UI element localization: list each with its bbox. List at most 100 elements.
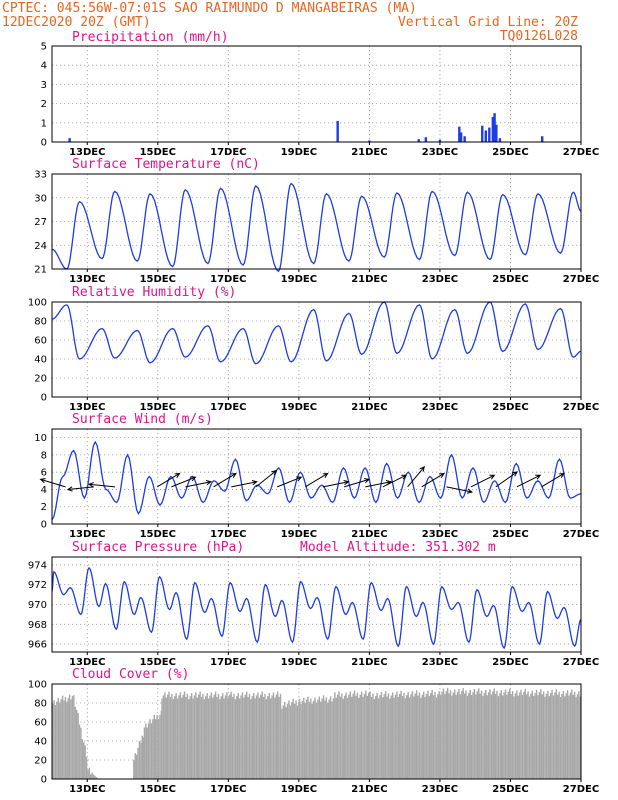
cloud-bar: [437, 694, 439, 779]
x-tick-label: 23DEC: [422, 147, 458, 158]
cloud-bar: [369, 691, 371, 779]
cloud-bar: [224, 695, 227, 779]
cloud-bar: [261, 691, 263, 779]
cloud-bar: [431, 689, 433, 779]
cloud-bar: [444, 693, 446, 779]
rh-title: Relative Humidity (%): [72, 285, 236, 300]
cloud-bar: [552, 695, 555, 779]
cloud-bar: [486, 695, 488, 779]
header-date: 12DEC2020 20Z (GMT): [2, 15, 151, 30]
x-tick-label: 23DEC: [422, 657, 458, 668]
precip-title: Precipitation (mm/h): [72, 30, 229, 45]
cloud-bar: [175, 693, 177, 779]
cloud-bar: [250, 699, 252, 779]
cloud-bar: [275, 694, 278, 779]
precip-bar: [417, 139, 420, 142]
precip-bar: [498, 138, 502, 142]
y-tick-label: 974: [28, 560, 47, 571]
x-tick-label: 17DEC: [210, 402, 246, 413]
x-tick-label: 25DEC: [492, 657, 528, 668]
cloud-bar: [196, 697, 199, 779]
cloud-bar: [332, 698, 335, 779]
cloud-bar: [207, 698, 210, 779]
cloud-bar: [165, 697, 167, 779]
cloud-bar: [203, 699, 206, 779]
cloud-bar: [393, 697, 395, 779]
x-tick-label: 17DEC: [210, 529, 246, 540]
cloud-bar: [403, 692, 405, 779]
cloud-bar: [320, 701, 322, 779]
cloud-bar: [564, 696, 566, 779]
cloud-bar: [558, 691, 560, 779]
cloud-bar: [179, 692, 182, 779]
cloud-bar: [360, 691, 363, 779]
cloud-bar: [541, 694, 543, 779]
header-station: CPTEC: 045:56W-07:01S SAO RAIMUNDO D MAN…: [2, 1, 417, 16]
cloud-bar: [375, 696, 377, 779]
cloud-bar: [413, 696, 415, 779]
cloud-bar: [514, 693, 517, 779]
cloud-bar: [137, 747, 139, 779]
cloud-bar: [531, 690, 534, 779]
cloud-bar: [504, 689, 507, 779]
cloud-bar: [271, 695, 273, 779]
precip-bar: [424, 137, 428, 142]
cloud-bar: [571, 689, 573, 779]
x-tick-label: 19DEC: [281, 784, 317, 795]
y-tick-label: 100: [28, 680, 47, 691]
y-tick-label: 10: [34, 433, 47, 444]
y-tick-label: 3: [41, 80, 47, 91]
precip-bar: [541, 136, 544, 142]
wind-arrow: [343, 478, 371, 488]
x-tick-label: 13DEC: [69, 274, 105, 285]
cloud-bar: [206, 693, 208, 779]
cloud-bar: [555, 689, 558, 779]
cloud-bar: [387, 693, 390, 779]
wind-arrow: [382, 474, 408, 488]
y-tick-label: 966: [28, 640, 47, 651]
x-tick-label: 17DEC: [210, 274, 246, 285]
cloud-bar: [538, 692, 541, 779]
cloud-bar: [494, 693, 497, 779]
cloud-bar: [328, 699, 330, 779]
cloud-bar: [75, 709, 78, 779]
cloud-bar: [143, 727, 146, 779]
cloud-bar: [446, 687, 449, 779]
cloud-bar: [358, 697, 360, 779]
cloud-bar: [78, 724, 81, 779]
cloud-bar: [138, 741, 141, 779]
cloud-bar: [500, 690, 503, 779]
temperature-line: [51, 182, 582, 273]
cloud-bar: [209, 695, 211, 779]
cloud-bar: [181, 697, 183, 779]
cloud-bar: [462, 688, 464, 779]
cloud-bar: [248, 693, 251, 779]
cloud-bar: [339, 696, 342, 779]
cloud-bar: [254, 698, 256, 779]
cloud-bar: [298, 698, 301, 779]
cloud-bar: [341, 693, 343, 779]
cloud-bar: [534, 692, 536, 779]
cloud-bar: [193, 695, 196, 779]
cloud-bar: [557, 694, 559, 779]
cloud-bar: [568, 695, 570, 779]
cloud-bar: [291, 702, 293, 779]
cloud-bar: [451, 695, 453, 779]
cloud-bar: [56, 701, 58, 779]
cloud-bar: [195, 692, 197, 779]
cloud-bar: [292, 698, 294, 779]
cloud-bar: [202, 693, 204, 779]
x-tick-label: 13DEC: [69, 784, 105, 795]
cloud-bar: [545, 693, 548, 779]
cloud-bar: [479, 693, 481, 779]
cloud-bar: [346, 697, 349, 779]
cloud-bar: [389, 698, 391, 779]
cloud-bar: [233, 693, 235, 779]
cloud-bar: [527, 691, 529, 779]
cloud-bar: [245, 691, 248, 779]
y-tick-label: 24: [34, 241, 47, 252]
cloud-bar: [461, 691, 463, 779]
wind-arrow: [255, 469, 278, 488]
cloud-bar: [399, 693, 401, 779]
x-tick-label: 15DEC: [140, 657, 176, 668]
